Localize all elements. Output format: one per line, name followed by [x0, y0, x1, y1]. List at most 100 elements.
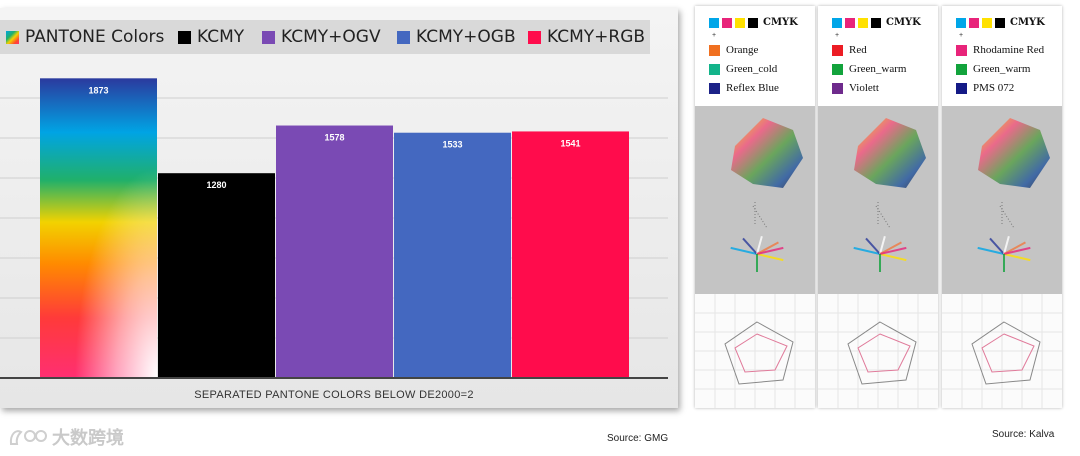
gamut-ray	[1003, 246, 1031, 255]
ink-item: Green_cold	[709, 63, 777, 75]
gamut-illustration	[977, 118, 1050, 272]
cmyk-label: CMYK	[1010, 17, 1045, 28]
radar-series	[857, 333, 911, 373]
ink-item: Red	[832, 44, 867, 56]
gamut-ray	[742, 237, 758, 255]
ink-name: Orange	[726, 44, 759, 56]
ink-swatch	[956, 82, 967, 94]
legend-entry-kcmy: KCMY	[178, 20, 244, 54]
legend-entry-kcmy-ogb: KCMY+OGB	[397, 20, 516, 54]
gamut-ray	[730, 246, 758, 255]
bar-value-label: 1873	[88, 85, 108, 95]
bars: 1873 1280 1578 1533 1541	[40, 78, 629, 379]
ink-name: Green_cold	[726, 63, 778, 75]
ink-swatch	[709, 63, 720, 75]
cmyk-swatch	[735, 17, 745, 28]
legend-label: KCMY+OGV	[281, 27, 381, 47]
cmyk-swatch	[969, 17, 979, 28]
watermark: 大数跨境	[8, 424, 124, 450]
legend-entry-kcmy-rgb: KCMY+RGB	[528, 20, 645, 54]
cmyk-label: CMYK	[763, 17, 798, 28]
gamut-ray	[879, 241, 902, 255]
ink-name: Violett	[849, 82, 879, 94]
gamut-3d-plot	[942, 106, 1062, 294]
bar-value-label: 1541	[560, 138, 580, 148]
gamut-ray	[879, 236, 886, 255]
ink-item: Rhodamine Red	[956, 44, 1044, 56]
radar-illustration	[695, 294, 815, 408]
cmyk-swatches: CMYK	[832, 17, 921, 28]
bar-1	[158, 173, 275, 378]
cmyk-label: CMYK	[886, 17, 921, 28]
ink-item: Reflex Blue	[709, 82, 779, 94]
panel-header: CMYK + Rhodamine Red Green_warm PMS 072	[942, 6, 1062, 106]
gamut-solid	[854, 118, 926, 188]
ink-item: Violett	[832, 82, 879, 94]
legend-swatch	[397, 30, 410, 44]
gamut-3d-plot	[695, 106, 815, 294]
legend: PANTONE Colors KCMY KCMY+OGV KCMY+OGB KC…	[0, 20, 650, 54]
ink-swatch	[956, 63, 967, 75]
ink-swatch	[832, 82, 843, 94]
gamut-ray	[1003, 236, 1010, 255]
bar-3	[394, 132, 511, 378]
gamut-ray	[756, 253, 784, 262]
gamut-ray	[756, 241, 779, 255]
x-axis-caption: SEPARATED PANTONE COLORS BELOW DE2000=2	[194, 389, 474, 401]
radar-plot	[942, 294, 1062, 408]
cmyk-swatch	[832, 17, 842, 28]
legend-swatch	[178, 30, 191, 44]
ink-swatch	[832, 44, 843, 56]
cmyk-swatch	[722, 17, 732, 28]
ink-item: Green_warm	[832, 63, 906, 75]
gamut-ray	[865, 237, 881, 255]
gamut-ray	[1003, 241, 1026, 255]
bar-value-label: 1533	[442, 140, 462, 150]
gamut-solid	[978, 118, 1050, 188]
bar-value-label: 1280	[206, 180, 226, 190]
ink-swatch	[832, 63, 843, 75]
source-kalva: Source: Kalva	[992, 429, 1055, 440]
gamut-panel-3: CMYK + Rhodamine Red Green_warm PMS 072	[942, 6, 1062, 408]
ink-swatch	[956, 44, 967, 56]
ink-name: Reflex Blue	[726, 82, 779, 94]
gamut-illustration	[853, 118, 926, 272]
cmyk-swatch	[709, 17, 719, 28]
plus-sign: +	[835, 32, 840, 39]
cmyk-swatches: CMYK	[956, 17, 1045, 28]
cmyk-swatch	[871, 17, 881, 28]
bar-chart: 1873 1280 1578 1533 1541	[0, 78, 668, 379]
gamut-3d-plot	[818, 106, 938, 294]
gamut-ray	[989, 237, 1005, 255]
cmyk-swatch	[995, 17, 1005, 28]
radar-illustration	[818, 294, 938, 408]
cmyk-swatches: CMYK	[709, 17, 798, 28]
gamut-panel-1: CMYK + Orange Green_cold Reflex Blue	[695, 6, 815, 408]
cmyk-swatch	[956, 17, 966, 28]
chart-panel: 1873 1280 1578 1533 1541 PANTONE Colors KCMY…	[0, 8, 678, 408]
ink-name: Rhodamine Red	[973, 44, 1045, 56]
gamut-ray	[879, 253, 907, 262]
watermark-logo-icon	[9, 430, 47, 445]
gamut-ray	[756, 236, 763, 255]
gamut-solid	[731, 118, 803, 188]
gamut-ray	[853, 246, 881, 255]
ink-swatch	[709, 82, 720, 94]
radar-series	[734, 333, 788, 373]
source-gmg: Source: GMG	[607, 433, 669, 444]
bar-4	[512, 131, 629, 378]
rainbow-swatch-icon	[6, 30, 19, 44]
bar-0-highlight	[40, 78, 157, 378]
radar-outline	[971, 321, 1041, 385]
legend-label: PANTONE Colors	[25, 27, 165, 47]
gamut-stem	[752, 202, 768, 229]
gamut-stem	[875, 202, 891, 229]
radar-outline	[847, 321, 917, 385]
legend-swatch	[528, 30, 541, 44]
radar-series	[981, 333, 1035, 373]
legend-swatch	[262, 30, 275, 44]
cmyk-swatch	[748, 17, 758, 28]
legend-label: KCMY+OGB	[416, 27, 516, 47]
cmyk-swatch	[845, 17, 855, 28]
ink-item: PMS 072	[956, 82, 1014, 94]
